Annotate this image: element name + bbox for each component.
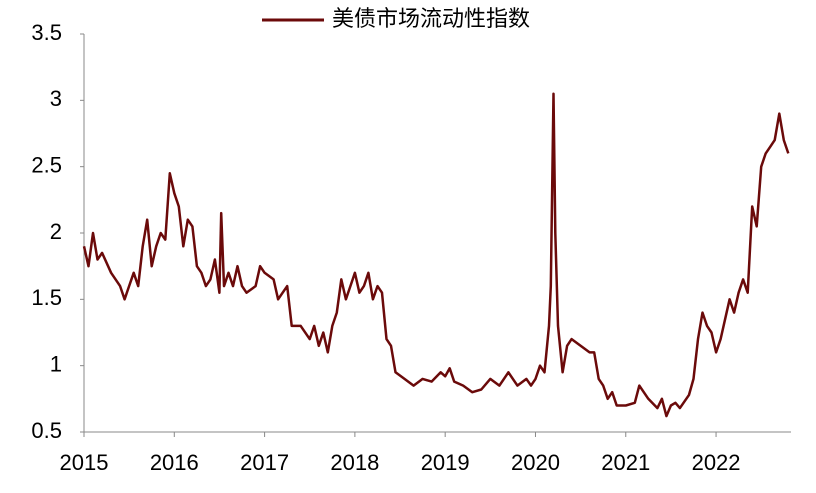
y-tick-label: 1 — [50, 351, 62, 376]
x-tick-label: 2016 — [150, 450, 199, 475]
y-tick-label: 2 — [50, 219, 62, 244]
y-tick-label: 0.5 — [31, 418, 62, 443]
x-tick-label: 2020 — [511, 450, 560, 475]
x-tick-label: 2019 — [421, 450, 470, 475]
y-tick-label: 1.5 — [31, 285, 62, 310]
series-line — [82, 92, 790, 418]
x-tick-label: 2022 — [692, 450, 741, 475]
y-tick-label: 2.5 — [31, 152, 62, 177]
x-tick-label: 2018 — [330, 450, 379, 475]
y-tick-label: 3.5 — [31, 20, 62, 45]
y-tick-label: 3 — [50, 86, 62, 111]
legend-label: 美债市场流动性指数 — [332, 6, 530, 31]
x-tick-label: 2015 — [60, 450, 109, 475]
x-tick-label: 2021 — [601, 450, 650, 475]
x-tick-label: 2017 — [240, 450, 289, 475]
